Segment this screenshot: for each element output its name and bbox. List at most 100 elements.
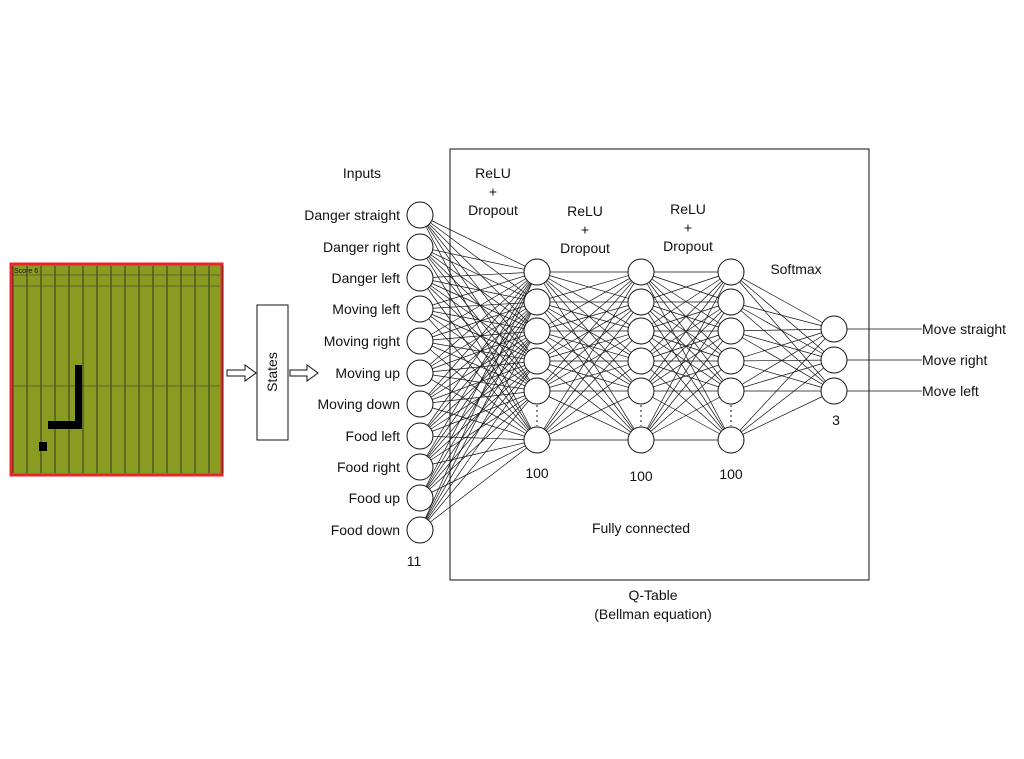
connection	[419, 372, 538, 441]
connection	[536, 271, 642, 332]
connection	[419, 403, 538, 441]
connection	[730, 360, 835, 392]
connection	[640, 271, 732, 362]
output-label: Move left	[922, 383, 979, 399]
input-count: 11	[407, 553, 422, 569]
hidden-neuron	[717, 258, 745, 286]
connection	[419, 360, 538, 531]
connection	[419, 439, 538, 499]
connection	[730, 390, 835, 441]
connection	[730, 271, 835, 361]
connection	[640, 360, 732, 441]
connection	[419, 277, 538, 392]
game-grid	[12, 266, 224, 473]
connection	[419, 271, 538, 279]
input-neuron	[406, 484, 434, 512]
connection	[419, 246, 538, 273]
connection	[419, 246, 538, 332]
connection	[536, 271, 642, 441]
activation-label: +	[581, 222, 589, 238]
hidden-neuron	[627, 288, 655, 316]
connection	[536, 330, 642, 441]
input-neuron	[406, 390, 434, 418]
hidden-neuron	[717, 426, 745, 454]
states-label: States	[264, 352, 280, 392]
hidden-neuron	[523, 426, 551, 454]
input-label: Food right	[337, 459, 400, 475]
activation-label: ReLU	[475, 165, 511, 181]
connection	[419, 360, 538, 499]
connection	[419, 301, 538, 310]
connection	[419, 360, 538, 374]
layer-size: 100	[719, 466, 743, 482]
layer-size: 100	[629, 468, 653, 484]
connection	[419, 271, 538, 531]
connection	[419, 277, 538, 362]
connection	[536, 271, 642, 392]
input-label: Moving down	[318, 396, 401, 412]
connection	[730, 301, 835, 330]
output-label: Move right	[922, 352, 987, 368]
connection	[419, 214, 538, 332]
connection	[419, 330, 538, 468]
activation-label: Dropout	[560, 240, 610, 256]
hidden-neuron	[523, 258, 551, 286]
connection	[419, 301, 538, 531]
layer-size: 100	[525, 465, 549, 481]
layer-labels: ReLU + Dropout 100 ReLU + Dropout 100 ReLU + Dropo…	[468, 165, 743, 484]
activation-label: +	[489, 184, 497, 200]
connection	[730, 328, 835, 362]
connection	[419, 271, 538, 437]
input-neuron	[406, 359, 434, 387]
connection	[419, 308, 538, 441]
connection	[419, 360, 538, 405]
hidden-neuron	[523, 317, 551, 345]
connection	[419, 214, 538, 441]
connection	[419, 340, 538, 362]
connection	[419, 246, 538, 362]
connection	[419, 340, 538, 441]
output-count: 3	[832, 412, 840, 428]
connection	[640, 271, 732, 392]
input-label: Food up	[349, 490, 401, 506]
hidden-neuron	[717, 377, 745, 405]
connection	[419, 301, 538, 499]
qtable-subtitle: (Bellman equation)	[594, 606, 712, 622]
connections	[419, 214, 835, 531]
input-neuron	[406, 201, 434, 229]
activation-label: Dropout	[663, 238, 713, 254]
input-label: Danger left	[332, 270, 401, 286]
connection	[419, 214, 538, 303]
connection	[419, 390, 538, 499]
connection	[730, 328, 835, 392]
connection	[419, 301, 538, 342]
connection	[419, 271, 538, 342]
input-labels: Danger straight Danger right Danger left Mo…	[304, 207, 400, 538]
hidden-neuron	[627, 317, 655, 345]
connection	[419, 330, 538, 374]
connection	[419, 277, 538, 332]
connection	[536, 360, 642, 441]
connection	[640, 301, 732, 392]
connection	[419, 214, 538, 392]
connection	[419, 271, 538, 310]
connection	[730, 359, 835, 362]
connection	[730, 301, 835, 392]
connection	[536, 301, 642, 392]
connection	[419, 372, 538, 392]
connection	[536, 271, 642, 362]
connection	[419, 439, 538, 531]
connection	[419, 271, 538, 468]
connection	[536, 301, 642, 441]
connection	[730, 301, 835, 361]
input-label: Food left	[346, 428, 401, 444]
states-box	[256, 304, 289, 441]
hidden-neuron	[717, 347, 745, 375]
neurons	[406, 201, 848, 544]
hidden-neuron	[627, 377, 655, 405]
connection	[419, 214, 538, 362]
connection	[536, 330, 642, 362]
output-label: Move straight	[922, 321, 1006, 337]
hidden-neuron	[627, 258, 655, 286]
connection	[419, 390, 538, 437]
